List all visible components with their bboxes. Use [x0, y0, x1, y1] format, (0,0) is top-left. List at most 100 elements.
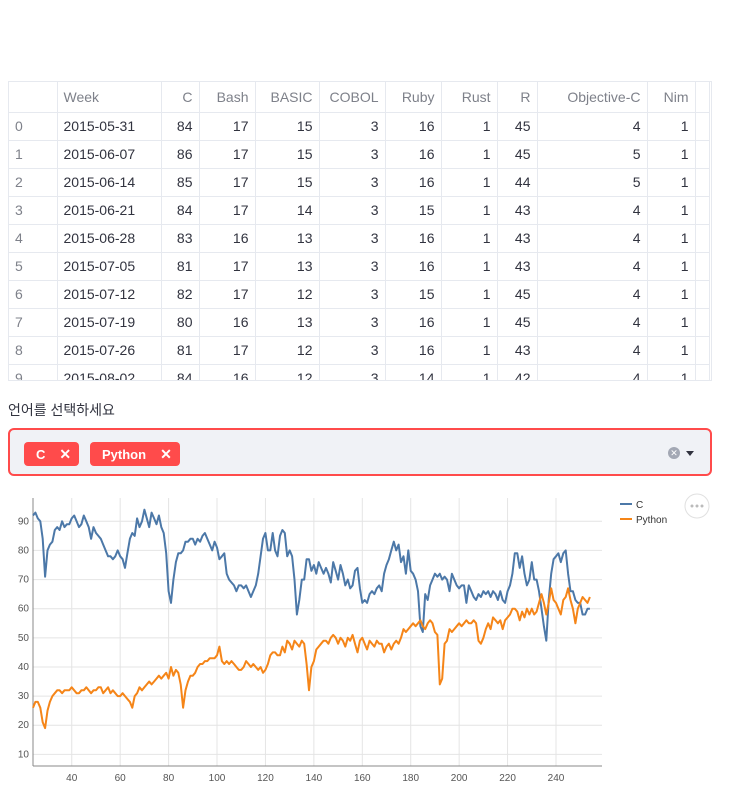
cell-cobol[interactable]: 3 — [319, 168, 386, 197]
cell-objective-c[interactable]: 4 — [537, 112, 648, 141]
cell-cobol[interactable]: 3 — [319, 308, 386, 337]
cell-c[interactable]: 82 — [161, 280, 200, 309]
cell-objective-c[interactable]: 5 — [537, 168, 648, 197]
cell-ruby[interactable]: 15 — [385, 280, 442, 309]
cell-r[interactable]: 45 — [497, 280, 538, 309]
dataframe[interactable]: Week C Bash BASIC COBOL Ruby Rust R Obje… — [8, 81, 712, 381]
cell-index[interactable]: 1 — [9, 140, 58, 169]
cell-nim[interactable]: 1 — [647, 336, 696, 365]
cell-nim[interactable]: 1 — [647, 364, 696, 380]
cell-rust[interactable]: 1 — [441, 308, 498, 337]
cell-objective-c[interactable]: 4 — [537, 224, 648, 253]
cell-week[interactable]: 2015-06-28 — [57, 224, 162, 253]
cell-objective-c[interactable]: 4 — [537, 364, 648, 380]
cell-c[interactable]: 84 — [161, 112, 200, 141]
cell-nim[interactable]: 1 — [647, 196, 696, 225]
cell-bash[interactable]: 16 — [199, 364, 256, 380]
cell-nim[interactable]: 1 — [647, 224, 696, 253]
cell-basic[interactable]: 12 — [255, 364, 320, 380]
chevron-down-icon[interactable] — [686, 451, 694, 456]
language-multiselect[interactable]: C ✕ Python ✕ ✕ — [8, 428, 712, 476]
cell-ruby[interactable]: 16 — [385, 252, 442, 281]
cell-ruby[interactable]: 16 — [385, 308, 442, 337]
cell-r[interactable]: 43 — [497, 252, 538, 281]
close-icon[interactable]: ✕ — [160, 445, 172, 462]
cell-week[interactable]: 2015-08-02 — [57, 364, 162, 380]
cell-c[interactable]: 81 — [161, 336, 200, 365]
cell-objective-c[interactable]: 4 — [537, 280, 648, 309]
cell-nim[interactable]: 1 — [647, 252, 696, 281]
cell-c[interactable]: 83 — [161, 224, 200, 253]
cell-week[interactable]: 2015-06-21 — [57, 196, 162, 225]
cell-basic[interactable]: 12 — [255, 280, 320, 309]
cell-index[interactable]: 6 — [9, 280, 58, 309]
cell-nim[interactable]: 1 — [647, 308, 696, 337]
cell-week[interactable]: 2015-06-07 — [57, 140, 162, 169]
cell-nim[interactable]: 1 — [647, 168, 696, 197]
column-header-c[interactable]: C — [161, 82, 200, 113]
cell-index[interactable]: 4 — [9, 224, 58, 253]
cell-bash[interactable]: 16 — [199, 308, 256, 337]
cell-index[interactable]: 0 — [9, 112, 58, 141]
cell-cobol[interactable]: 3 — [319, 112, 386, 141]
column-header-cobol[interactable]: COBOL — [319, 82, 386, 113]
column-header-rust[interactable]: Rust — [441, 82, 498, 113]
cell-nim[interactable]: 1 — [647, 112, 696, 141]
column-header-nim[interactable]: Nim — [647, 82, 696, 113]
column-header-week[interactable]: Week — [57, 82, 162, 113]
cell-c[interactable]: 81 — [161, 252, 200, 281]
cell-r[interactable]: 45 — [497, 140, 538, 169]
cell-bash[interactable]: 17 — [199, 112, 256, 141]
cell-rust[interactable]: 1 — [441, 224, 498, 253]
index-header[interactable] — [9, 82, 58, 113]
cell-rust[interactable]: 1 — [441, 168, 498, 197]
cell-bash[interactable]: 17 — [199, 252, 256, 281]
column-header-basic[interactable]: BASIC — [255, 82, 320, 113]
column-header-r[interactable]: R — [497, 82, 538, 113]
cell-index[interactable]: 9 — [9, 364, 58, 380]
cell-bash[interactable]: 16 — [199, 224, 256, 253]
cell-rust[interactable]: 1 — [441, 112, 498, 141]
cell-basic[interactable]: 14 — [255, 196, 320, 225]
cell-ruby[interactable]: 16 — [385, 168, 442, 197]
cell-cobol[interactable]: 3 — [319, 280, 386, 309]
cell-cobol[interactable]: 3 — [319, 336, 386, 365]
cell-cobol[interactable]: 3 — [319, 140, 386, 169]
cell-nim[interactable]: 1 — [647, 140, 696, 169]
cell-rust[interactable]: 1 — [441, 280, 498, 309]
cell-ruby[interactable]: 14 — [385, 364, 442, 380]
cell-ruby[interactable]: 16 — [385, 224, 442, 253]
cell-week[interactable]: 2015-07-19 — [57, 308, 162, 337]
cell-rust[interactable]: 1 — [441, 196, 498, 225]
cell-r[interactable]: 45 — [497, 308, 538, 337]
cell-cobol[interactable]: 3 — [319, 196, 386, 225]
cell-bash[interactable]: 17 — [199, 196, 256, 225]
cell-r[interactable]: 43 — [497, 224, 538, 253]
cell-objective-c[interactable]: 4 — [537, 308, 648, 337]
clear-all-icon[interactable]: ✕ — [668, 447, 680, 459]
cell-week[interactable]: 2015-07-05 — [57, 252, 162, 281]
cell-bash[interactable]: 17 — [199, 336, 256, 365]
cell-c[interactable]: 86 — [161, 140, 200, 169]
cell-basic[interactable]: 13 — [255, 252, 320, 281]
cell-cobol[interactable]: 3 — [319, 252, 386, 281]
cell-week[interactable]: 2015-07-12 — [57, 280, 162, 309]
cell-cobol[interactable]: 3 — [319, 224, 386, 253]
cell-c[interactable]: 80 — [161, 308, 200, 337]
column-header-ruby[interactable]: Ruby — [385, 82, 442, 113]
cell-rust[interactable]: 1 — [441, 364, 498, 380]
line-chart[interactable]: 40 60 80 100 120 140 160 180 200 220 240 10 20 30 40 50… — [0, 488, 736, 800]
cell-objective-c[interactable]: 4 — [537, 252, 648, 281]
cell-ruby[interactable]: 16 — [385, 336, 442, 365]
cell-r[interactable]: 42 — [497, 364, 538, 380]
cell-cobol[interactable]: 3 — [319, 364, 386, 380]
cell-nim[interactable]: 1 — [647, 280, 696, 309]
cell-c[interactable]: 84 — [161, 196, 200, 225]
cell-c[interactable]: 84 — [161, 364, 200, 380]
cell-objective-c[interactable]: 4 — [537, 336, 648, 365]
cell-basic[interactable]: 13 — [255, 308, 320, 337]
cell-objective-c[interactable]: 5 — [537, 140, 648, 169]
cell-rust[interactable]: 1 — [441, 252, 498, 281]
cell-r[interactable]: 45 — [497, 112, 538, 141]
cell-c[interactable]: 85 — [161, 168, 200, 197]
